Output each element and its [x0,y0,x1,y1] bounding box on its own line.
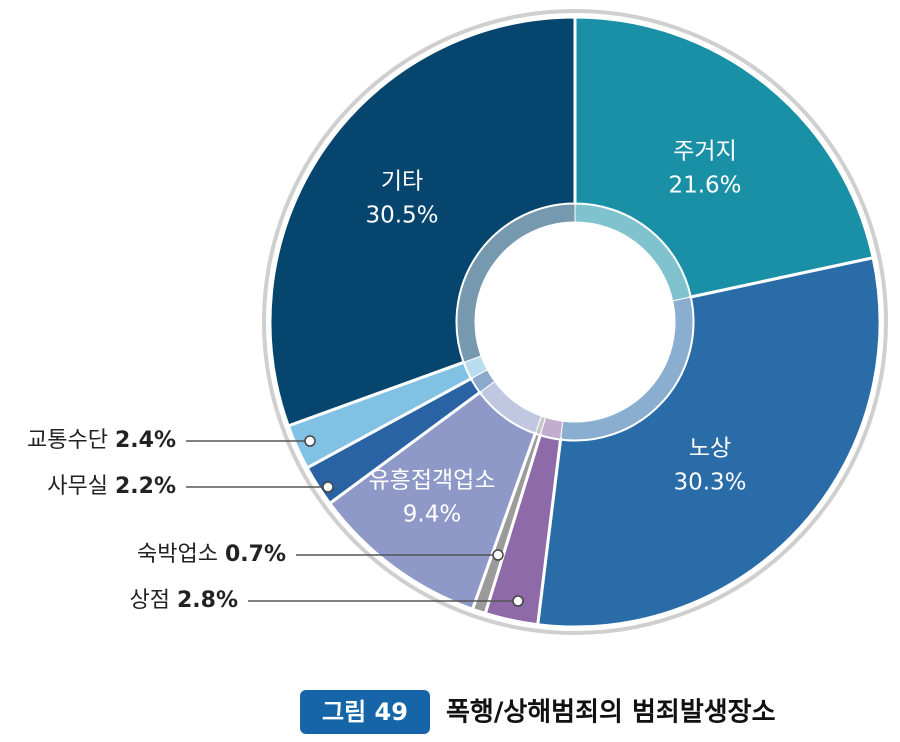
leader-dot [304,435,316,447]
leader-dot [492,549,504,561]
callout-name: 숙박업소 [137,542,218,567]
leader-dot [322,481,334,493]
outer-ring [262,9,888,635]
donut-hole [475,222,675,422]
value-label: 30.3% [673,470,746,496]
labels: 주거지 21.6% 노상 30.3% 상점 2.8% 숙박업소 0.7% 유흥접객업소 9.4… [27,139,747,614]
value-label: 30.5% [365,203,438,229]
callout-label: 교통수단 2.4% [27,428,176,453]
slice-label: 노상 [689,436,731,462]
slice-label: 주거지 [673,139,736,165]
slices [268,15,882,629]
figure-badge [300,690,430,734]
callout-label: 상점 2.8% [130,588,239,613]
callout-name: 사무실 [47,474,108,499]
leader-dot [512,595,524,607]
chart-title: 폭행/상해범죄의 범죄발생장소 [446,698,776,728]
figure-label: 그림 49 [322,698,408,726]
callout-label: 사무실 2.2% [47,474,176,499]
callout-name: 교통수단 [27,428,108,453]
value-label: 21.6% [668,173,741,199]
callout-value: 2.8% [177,588,238,613]
slice-label: 유흥접객업소 [369,468,496,494]
callout-value: 2.4% [115,428,176,453]
callout-label: 숙박업소 0.7% [137,542,286,567]
callout-value: 0.7% [225,542,286,567]
slice-label: 기타 [381,169,423,195]
value-label: 9.4% [403,502,461,528]
callout-name: 상점 [130,588,170,613]
callout-value: 2.2% [115,474,176,499]
